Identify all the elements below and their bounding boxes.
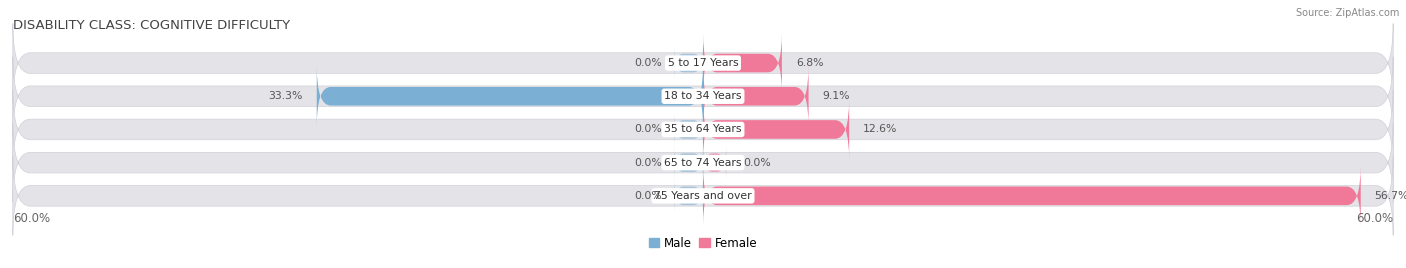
Text: 0.0%: 0.0%: [634, 191, 662, 201]
FancyBboxPatch shape: [13, 90, 1393, 169]
Text: 75 Years and over: 75 Years and over: [654, 191, 752, 201]
FancyBboxPatch shape: [673, 178, 703, 213]
FancyBboxPatch shape: [13, 156, 1393, 235]
FancyBboxPatch shape: [703, 66, 808, 127]
FancyBboxPatch shape: [703, 165, 1361, 226]
Text: 33.3%: 33.3%: [269, 91, 302, 101]
Legend: Male, Female: Male, Female: [644, 232, 762, 255]
FancyBboxPatch shape: [703, 99, 849, 160]
Text: 18 to 34 Years: 18 to 34 Years: [664, 91, 742, 101]
FancyBboxPatch shape: [13, 24, 1393, 103]
Text: 0.0%: 0.0%: [744, 158, 772, 168]
Text: 60.0%: 60.0%: [1355, 212, 1393, 225]
FancyBboxPatch shape: [673, 112, 703, 147]
Text: 56.7%: 56.7%: [1375, 191, 1406, 201]
Text: DISABILITY CLASS: COGNITIVE DIFFICULTY: DISABILITY CLASS: COGNITIVE DIFFICULTY: [13, 18, 290, 32]
Text: 35 to 64 Years: 35 to 64 Years: [664, 124, 742, 135]
Text: 5 to 17 Years: 5 to 17 Years: [668, 58, 738, 68]
Text: 6.8%: 6.8%: [796, 58, 824, 68]
Text: 60.0%: 60.0%: [13, 212, 51, 225]
FancyBboxPatch shape: [703, 32, 782, 94]
Text: Source: ZipAtlas.com: Source: ZipAtlas.com: [1295, 8, 1399, 18]
Text: 0.0%: 0.0%: [634, 58, 662, 68]
FancyBboxPatch shape: [13, 123, 1393, 202]
FancyBboxPatch shape: [13, 57, 1393, 136]
Text: 9.1%: 9.1%: [823, 91, 851, 101]
FancyBboxPatch shape: [316, 66, 703, 127]
FancyBboxPatch shape: [673, 146, 703, 180]
Text: 12.6%: 12.6%: [863, 124, 897, 135]
Text: 0.0%: 0.0%: [634, 158, 662, 168]
Text: 65 to 74 Years: 65 to 74 Years: [664, 158, 742, 168]
Text: 0.0%: 0.0%: [634, 124, 662, 135]
FancyBboxPatch shape: [703, 146, 725, 180]
FancyBboxPatch shape: [673, 46, 703, 80]
